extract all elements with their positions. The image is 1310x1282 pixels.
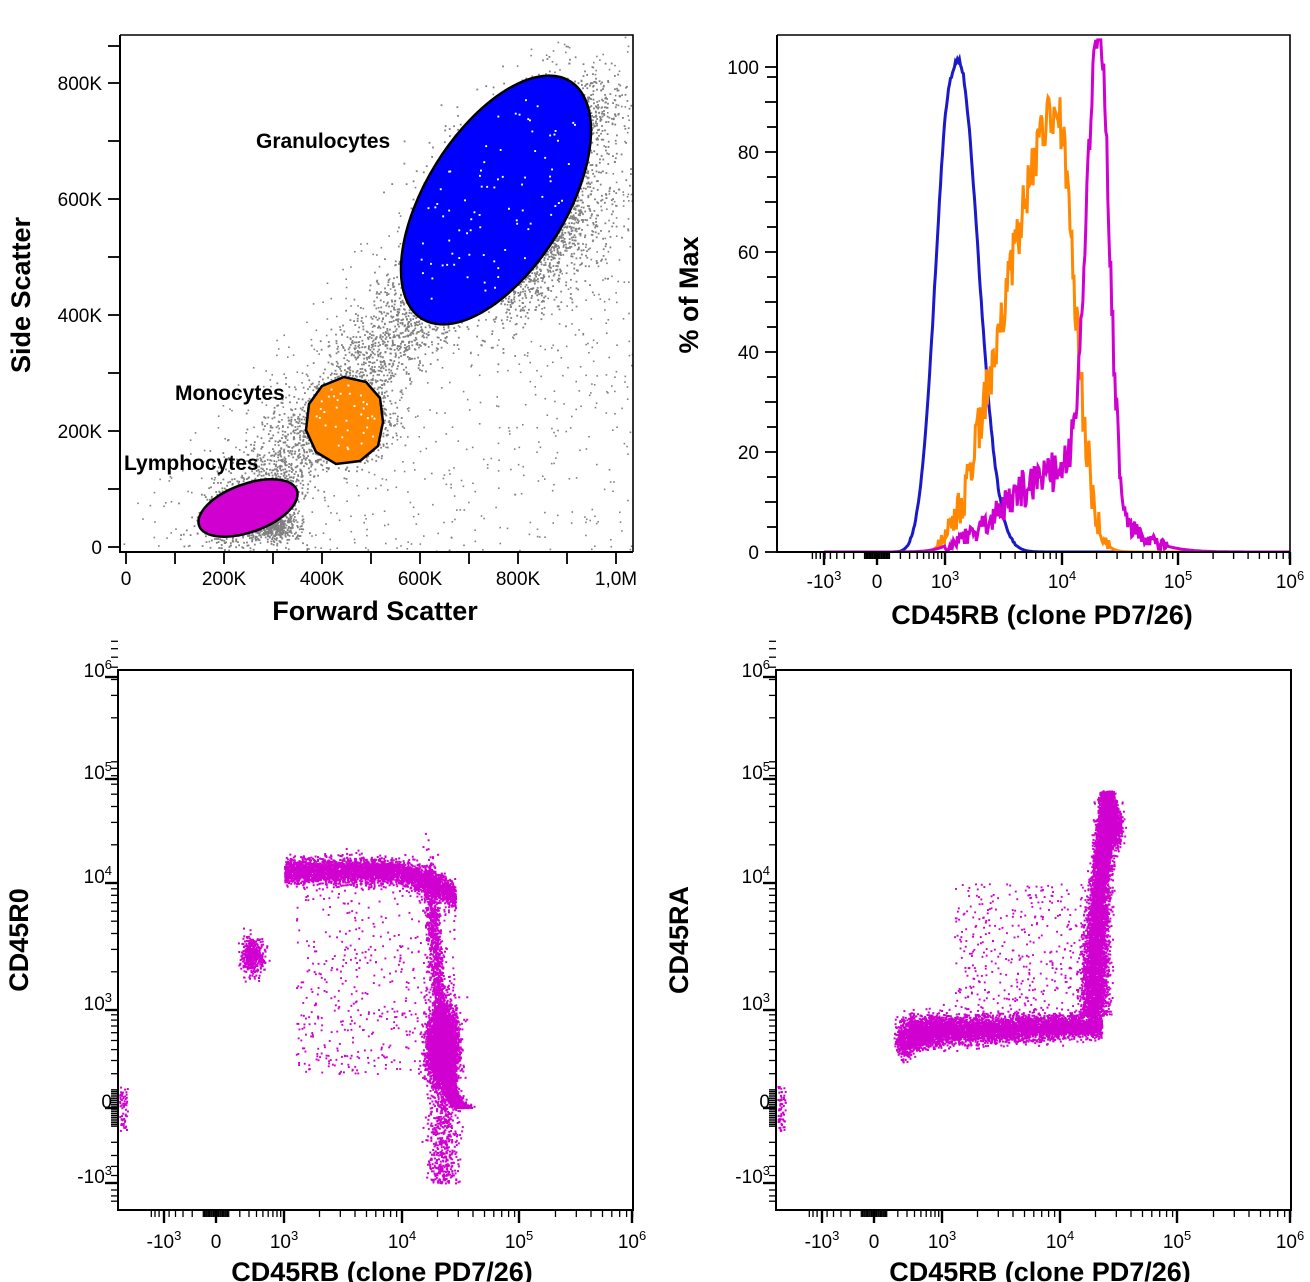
plot-frame xyxy=(119,34,634,553)
histogram-curve-monocytes xyxy=(824,92,1290,552)
y-tick-0: 0 xyxy=(748,543,759,564)
x-tick-800k: 800K xyxy=(496,569,541,590)
x-axis-tick-labels: -103 0 103 104 105 106 xyxy=(805,1228,1305,1253)
plot-frame xyxy=(775,669,1292,1211)
x-tick-200k: 200K xyxy=(202,569,247,590)
x-axis-ticks xyxy=(150,1210,634,1223)
x-tick-1e3: 103 xyxy=(270,1228,298,1253)
y-tick-1e3: 103 xyxy=(742,990,770,1015)
x-tick-1e4: 104 xyxy=(1046,1228,1074,1253)
histogram-curve-lymphocytes xyxy=(824,53,1290,552)
gate-label-lymphocytes: Lymphocytes xyxy=(124,452,259,475)
y-tick-1e6: 106 xyxy=(84,657,112,682)
y-tick-0: 0 xyxy=(91,538,102,559)
y-tick-80: 80 xyxy=(738,143,759,164)
gate-granulocytes[interactable] xyxy=(362,44,629,356)
x-tick-0: 0 xyxy=(872,572,883,593)
x-tick-1e6: 106 xyxy=(1276,1228,1304,1253)
x-tick-0: 0 xyxy=(121,569,132,590)
y-tick-800k: 800K xyxy=(58,74,103,95)
x-tick-1e5: 105 xyxy=(1164,568,1192,593)
x-tick-400k: 400K xyxy=(300,569,345,590)
x-axis-title-cd45rb: CD45RB (clone PD7/26) xyxy=(231,1257,533,1282)
x-tick-1e4: 104 xyxy=(388,1228,416,1253)
y-tick-0: 0 xyxy=(759,1092,770,1113)
x-tick-1e4: 104 xyxy=(1048,568,1076,593)
gate-event-speckles xyxy=(315,99,576,451)
y-axis-ticks xyxy=(765,66,777,553)
y-axis-ticks xyxy=(105,640,118,1202)
x-axis-tick-labels: 0 200K 400K 600K 800K 1,0M xyxy=(121,569,637,590)
x-axis-ticks xyxy=(811,552,1292,565)
y-tick-0: 0 xyxy=(101,1092,112,1113)
gate-label-granulocytes: Granulocytes xyxy=(256,130,390,153)
x-tick-600k: 600K xyxy=(398,569,443,590)
y-axis-tick-labels: 106 105 104 103 0 -103 xyxy=(735,657,770,1188)
y-axis-tick-labels: 0 200K 400K 600K 800K xyxy=(58,74,103,559)
y-tick-1e5: 105 xyxy=(742,759,770,784)
y-tick-neg1e3: -103 xyxy=(77,1163,112,1188)
y-tick-1e4: 104 xyxy=(742,863,770,888)
y-tick-20: 20 xyxy=(738,443,759,464)
y-axis-ticks xyxy=(763,640,776,1202)
gate-lymphocytes[interactable] xyxy=(191,468,305,549)
panel-forward-vs-side-scatter: 0 200K 400K 600K 800K 0 xyxy=(0,0,660,640)
y-tick-600k: 600K xyxy=(58,190,103,211)
y-tick-1e6: 106 xyxy=(742,657,770,682)
y-tick-1e4: 104 xyxy=(84,863,112,888)
x-tick-1e6: 106 xyxy=(1276,568,1304,593)
x-axis-title-forward-scatter: Forward Scatter xyxy=(272,596,478,626)
y-tick-100: 100 xyxy=(727,58,759,79)
x-axis-ticks xyxy=(808,1210,1292,1223)
x-tick-1e6: 106 xyxy=(618,1228,646,1253)
y-tick-60: 60 xyxy=(738,243,759,264)
x-tick-0: 0 xyxy=(211,1232,222,1253)
x-tick-0: 0 xyxy=(869,1232,880,1253)
y-tick-1e3: 103 xyxy=(84,990,112,1015)
y-axis-title-side-scatter: Side Scatter xyxy=(6,216,36,373)
y-tick-400k: 400K xyxy=(58,306,103,327)
x-tick-neg1e3: -103 xyxy=(147,1228,182,1253)
x-tick-1m: 1,0M xyxy=(595,569,637,590)
x-axis-ticks xyxy=(125,552,617,564)
event-dots xyxy=(777,790,1128,1132)
y-tick-200k: 200K xyxy=(58,422,103,443)
panel-cd45rb-vs-cd45r0: 106 105 104 103 0 -103 -103 0 103 104 10… xyxy=(0,640,660,1282)
y-tick-neg1e3: -103 xyxy=(735,1163,770,1188)
x-tick-neg1e3: -103 xyxy=(807,568,842,593)
plot-frame xyxy=(117,669,634,1211)
x-tick-1e5: 105 xyxy=(1163,1228,1191,1253)
y-axis-tick-labels: 0 20 40 60 80 100 xyxy=(727,58,759,564)
x-tick-neg1e3: -103 xyxy=(805,1228,840,1253)
x-tick-1e3: 103 xyxy=(931,568,959,593)
y-axis-tick-labels: 106 105 104 103 0 -103 xyxy=(77,657,112,1188)
y-axis-title-cd45ra: CD45RA xyxy=(664,886,694,994)
gate-label-monocytes: Monocytes xyxy=(175,382,285,405)
y-axis-ticks xyxy=(108,45,120,548)
x-tick-1e5: 105 xyxy=(505,1228,533,1253)
y-axis-title-percent-of-max: % of Max xyxy=(674,236,704,353)
x-axis-tick-labels: -103 0 103 104 105 106 xyxy=(807,568,1305,593)
x-axis-title-cd45rb: CD45RB (clone PD7/26) xyxy=(889,1257,1191,1282)
y-tick-40: 40 xyxy=(738,343,759,364)
x-axis-title-cd45rb: CD45RB (clone PD7/26) xyxy=(891,600,1193,630)
y-tick-1e5: 105 xyxy=(84,759,112,784)
x-axis-tick-labels: -103 0 103 104 105 106 xyxy=(147,1228,647,1253)
event-dots xyxy=(119,832,476,1185)
x-tick-1e3: 103 xyxy=(928,1228,956,1253)
gate-monocytes[interactable] xyxy=(304,375,385,466)
panel-cd45rb-histogram: 0 20 40 60 80 100 -103 0 103 xyxy=(660,0,1310,640)
y-axis-title-cd45r0: CD45R0 xyxy=(4,888,34,992)
panel-cd45rb-vs-cd45ra: 106 105 104 103 0 -103 -103 0 103 104 10… xyxy=(660,640,1310,1282)
